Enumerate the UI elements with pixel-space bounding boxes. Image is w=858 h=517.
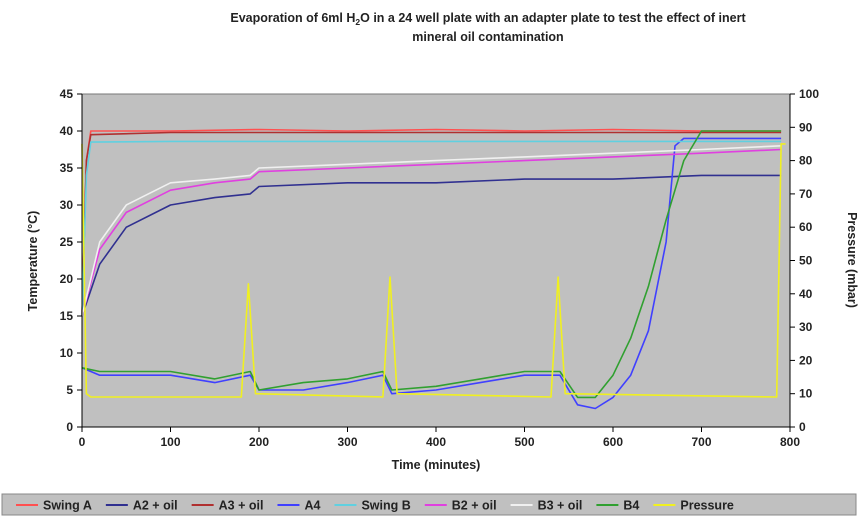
x-tick-label: 600 (603, 435, 623, 449)
x-tick-label: 800 (780, 435, 800, 449)
y-right-tick-label: 60 (799, 220, 813, 234)
x-axis-label: Time (minutes) (392, 458, 481, 472)
chart-title-subscript: 2 (355, 17, 360, 27)
y-left-tick-label: 5 (66, 383, 73, 397)
x-tick-label: 700 (691, 435, 711, 449)
y-left-tick-label: 20 (60, 272, 74, 286)
legend-label-a4: A4 (304, 499, 320, 513)
y-right-tick-label: 70 (799, 187, 813, 201)
y-right-tick-label: 50 (799, 254, 813, 268)
plot-area (81, 93, 791, 428)
y-left-tick-label: 10 (60, 346, 74, 360)
y-right-tick-label: 0 (799, 420, 806, 434)
chart-title-main: Evaporation of 6ml H (230, 11, 355, 25)
y-axis-right-label: Pressure (mbar) (845, 212, 858, 308)
y-left-tick-label: 15 (60, 309, 74, 323)
y-left-tick-label: 0 (66, 420, 73, 434)
y-left-tick-label: 40 (60, 124, 74, 138)
y-left-tick-label: 25 (60, 235, 74, 249)
legend-label-pressure: Pressure (680, 499, 734, 513)
y-left-tick-label: 35 (60, 161, 74, 175)
series-line-a3-oil (81, 131, 782, 317)
chart-title-rest: O in a 24 well plate with an adapter pla… (360, 11, 746, 25)
chart-title-line1: Evaporation of 6ml H2O in a 24 well plat… (230, 11, 746, 27)
x-tick-label: 300 (337, 435, 357, 449)
x-tick-label: 500 (514, 435, 534, 449)
x-tick-label: 400 (426, 435, 446, 449)
x-tick-label: 100 (160, 435, 180, 449)
legend-label-swing-a: Swing A (43, 499, 92, 513)
legend-label-b2-oil: B2 + oil (452, 499, 497, 513)
legend-label-a2-oil: A2 + oil (133, 499, 178, 513)
y-left-tick-label: 30 (60, 198, 74, 212)
legend-label-a3-oil: A3 + oil (219, 499, 264, 513)
chart-title-line2: mineral oil contamination (412, 30, 563, 44)
series-line-a4 (81, 137, 782, 410)
y-right-tick-label: 100 (799, 87, 819, 101)
y-right-tick-label: 40 (799, 287, 813, 301)
series-line-b3-oil (81, 145, 782, 317)
series-line-pressure (81, 143, 786, 398)
series-line-b2-oil (81, 148, 782, 317)
legend-label-swing-b: Swing B (361, 499, 410, 513)
series-line-swing-b (81, 140, 782, 317)
y-right-tick-label: 10 (799, 387, 813, 401)
legend: Swing A A2 + oil A3 + oil A4 Swing B B2 + oil… (16, 499, 734, 513)
series-line-b4 (81, 130, 782, 399)
y-axis-left-label: Temperature (°C) (26, 211, 40, 312)
y-right-tick-label: 90 (799, 120, 813, 134)
x-tick-label: 200 (249, 435, 269, 449)
ticks-layer: 0 100 200 300 400 500 600 700 800051015202530354… (60, 87, 820, 449)
y-right-tick-label: 30 (799, 320, 813, 334)
y-left-tick-label: 45 (60, 87, 74, 101)
legend-label-b3-oil: B3 + oil (538, 499, 583, 513)
legend-label-b4: B4 (623, 499, 639, 513)
x-tick-label: 0 (79, 435, 86, 449)
series-line-a2-oil (81, 174, 782, 317)
y-right-tick-label: 80 (799, 154, 813, 168)
y-right-tick-label: 20 (799, 353, 813, 367)
series-layer (81, 128, 786, 410)
